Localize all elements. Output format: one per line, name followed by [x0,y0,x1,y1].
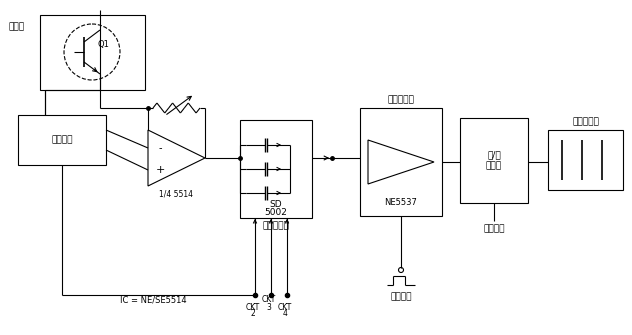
Text: 4: 4 [283,310,288,319]
Text: 数字读出器: 数字读出器 [572,118,599,127]
Bar [18,115,106,165]
Bar [460,118,528,203]
Polygon shape [368,140,434,184]
Text: 微处理机: 微处理机 [483,224,505,233]
Text: Q1: Q1 [97,40,109,49]
Text: 3: 3 [267,303,271,312]
Text: CKT: CKT [262,295,276,305]
Polygon shape [148,130,205,186]
Bar [360,108,442,216]
Bar [40,15,145,90]
Text: 多路连接器: 多路连接器 [262,221,289,230]
Text: 模/数
转换器: 模/数 转换器 [486,151,502,170]
Text: 传感器: 传感器 [8,22,24,31]
Text: 偏置电路: 偏置电路 [51,135,73,144]
Text: SD: SD [270,200,283,208]
Text: CKT: CKT [278,303,292,312]
Text: 采样保持: 采样保持 [390,292,412,302]
Bar [240,120,312,218]
Text: 5002: 5002 [265,207,288,216]
Bar [548,130,623,190]
Text: CKT: CKT [246,303,260,312]
Text: 2: 2 [251,310,255,319]
Text: +: + [155,165,165,175]
Text: -: - [158,143,162,153]
Text: NE5537: NE5537 [384,198,418,206]
Text: 采样和保持: 采样和保持 [387,95,415,105]
Text: 1/4 5514: 1/4 5514 [159,190,193,199]
Text: IC = NE/SE5514: IC = NE/SE5514 [120,295,186,305]
